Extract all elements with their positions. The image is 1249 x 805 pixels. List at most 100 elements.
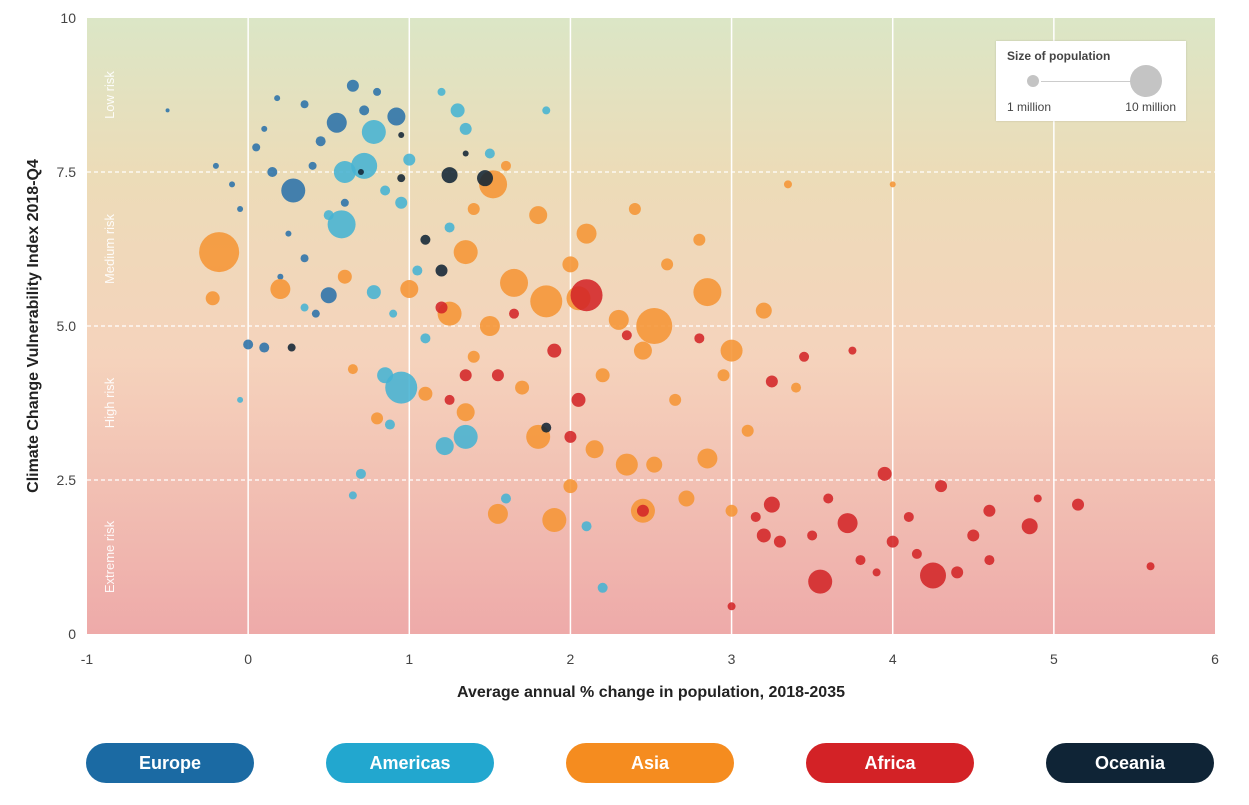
data-point: [983, 504, 996, 517]
data-point: [373, 87, 382, 96]
data-point: [515, 380, 530, 395]
legend-button-asia[interactable]: Asia: [566, 743, 734, 783]
data-point: [277, 273, 284, 280]
data-point: [547, 343, 562, 358]
size-legend-min-label: 1 million: [1007, 100, 1052, 114]
data-point: [398, 132, 405, 139]
data-point: [1021, 518, 1038, 535]
data-point: [807, 530, 818, 541]
data-point: [585, 440, 604, 459]
legend-button-africa[interactable]: Africa: [806, 743, 974, 783]
data-point: [300, 254, 309, 263]
data-point: [621, 330, 632, 341]
data-point: [450, 103, 465, 118]
y-tick-label: 5.0: [57, 318, 77, 334]
size-legend: Size of population 1 million 10 million: [996, 41, 1186, 121]
x-tick-label: 5: [1050, 651, 1058, 667]
data-point: [750, 511, 761, 522]
y-tick-label: 0: [68, 626, 76, 642]
data-point: [479, 316, 500, 336]
data-point: [267, 167, 278, 177]
data-point: [420, 333, 431, 344]
data-point: [967, 529, 980, 542]
data-point: [459, 122, 472, 135]
data-point: [435, 264, 448, 277]
data-point: [1033, 494, 1042, 503]
data-point: [389, 309, 398, 318]
data-point: [387, 107, 406, 126]
data-point: [756, 528, 771, 543]
data-point: [633, 341, 652, 360]
x-tick-label: -1: [81, 651, 94, 667]
data-point: [500, 160, 511, 171]
data-point: [412, 265, 423, 276]
data-point: [872, 568, 881, 577]
data-point: [300, 303, 309, 312]
data-point: [323, 210, 334, 221]
data-point: [456, 403, 475, 422]
data-point: [564, 430, 577, 443]
data-point: [441, 167, 458, 184]
data-point: [576, 223, 597, 244]
data-point: [755, 302, 772, 319]
x-axis-label: Average annual % change in population, 2…: [457, 684, 845, 701]
data-point: [384, 419, 395, 430]
data-point: [444, 222, 455, 233]
data-point: [380, 185, 391, 196]
data-point: [252, 143, 261, 152]
data-point: [420, 234, 431, 245]
legend-button-oceania[interactable]: Oceania: [1046, 743, 1214, 783]
data-point: [693, 278, 722, 307]
data-point: [377, 367, 394, 384]
x-tick-label: 2: [567, 651, 575, 667]
data-point: [773, 535, 786, 548]
legend-button-americas[interactable]: Americas: [326, 743, 494, 783]
data-point: [694, 333, 705, 344]
data-point: [562, 256, 579, 273]
data-point: [355, 468, 366, 479]
data-point: [435, 437, 454, 456]
data-point: [261, 125, 268, 132]
region-legend: Europe Americas Asia Africa Oceania: [0, 738, 1249, 788]
data-point: [467, 350, 480, 363]
data-point: [951, 566, 964, 579]
risk-band-labels: Low risk Medium risk High risk Extreme risk: [102, 71, 117, 593]
data-point: [669, 393, 682, 406]
data-point: [308, 161, 317, 170]
data-point: [287, 343, 296, 352]
legend-button-europe[interactable]: Europe: [86, 743, 254, 783]
data-point: [848, 346, 857, 355]
x-tick-label: 1: [405, 651, 413, 667]
data-point: [608, 309, 629, 330]
data-point: [697, 448, 718, 469]
data-point: [340, 198, 349, 207]
series-europe: [165, 79, 406, 353]
data-point: [595, 368, 610, 383]
risk-band-label: Medium risk: [102, 213, 117, 284]
data-point: [855, 555, 866, 566]
size-legend-title: Size of population: [1007, 49, 1111, 63]
x-tick-label: 4: [889, 651, 897, 667]
data-point: [903, 511, 914, 522]
size-legend-large-circle: [1130, 65, 1162, 97]
data-point: [837, 513, 858, 534]
data-point: [435, 301, 448, 314]
data-point: [889, 181, 896, 188]
data-point: [500, 268, 529, 297]
data-point: [453, 240, 478, 265]
data-point: [783, 180, 792, 189]
y-tick-label: 10: [60, 10, 76, 26]
size-legend-small-circle: [1027, 75, 1039, 87]
data-point: [763, 496, 780, 513]
risk-band-label: Low risk: [102, 71, 117, 119]
series-oceania: [287, 132, 552, 433]
data-point: [337, 269, 352, 284]
data-point: [615, 453, 638, 476]
data-point: [571, 392, 586, 407]
data-point: [911, 548, 922, 559]
data-point: [165, 108, 170, 113]
data-point: [487, 503, 508, 524]
data-point: [347, 364, 358, 375]
data-point: [725, 504, 738, 517]
